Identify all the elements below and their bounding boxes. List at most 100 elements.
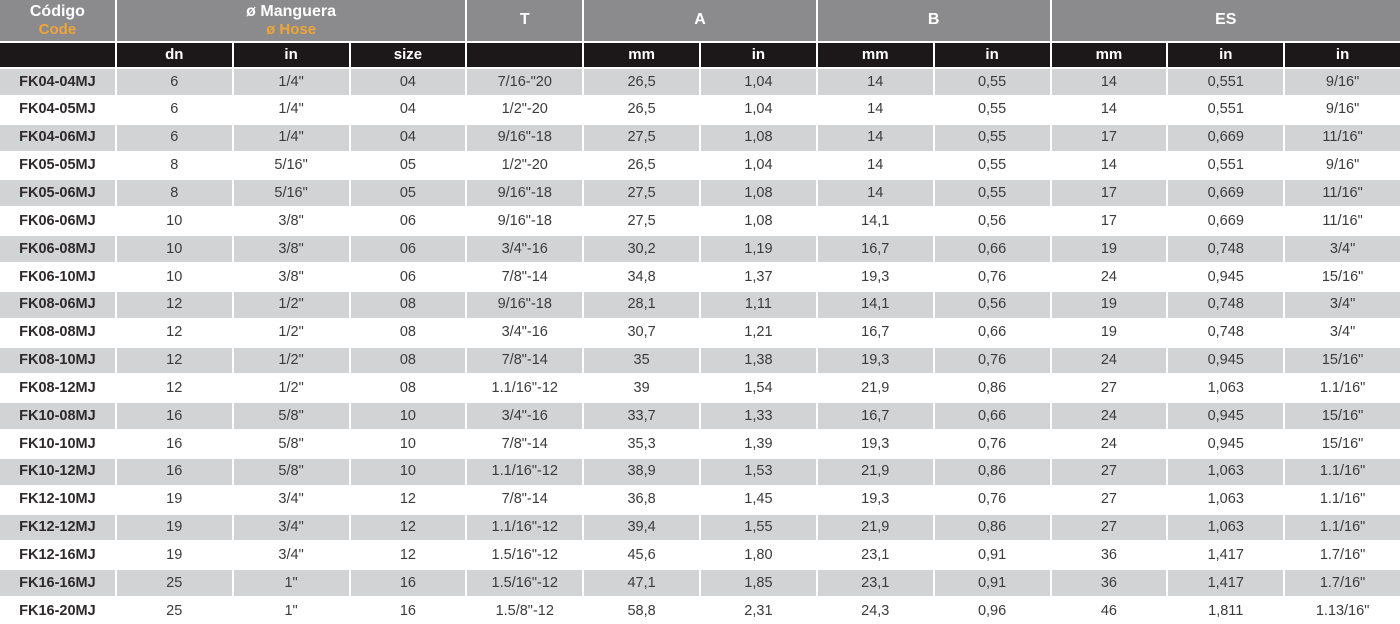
data-cell: 1.1/16"-12 (467, 458, 583, 485)
data-cell: 15/16" (1285, 431, 1400, 457)
data-cell: 1,063 (1168, 514, 1284, 541)
unit-header-mm: mm (584, 43, 699, 67)
data-cell: 0,91 (934, 542, 1050, 569)
data-cell: 1,08 (701, 180, 816, 207)
data-cell: 14 (817, 180, 933, 207)
unit-header-dn: dn (116, 43, 232, 67)
data-cell: 6 (116, 69, 232, 95)
data-cell: 1.5/8"-12 (467, 598, 583, 624)
data-cell: 5/8" (233, 403, 349, 430)
unit-header-mm: mm (817, 43, 933, 67)
data-cell: 11/16" (1285, 124, 1400, 151)
data-cell: 0,76 (934, 431, 1050, 457)
code-cell: FK12-16MJ (0, 542, 115, 569)
data-cell: 16 (350, 598, 466, 624)
data-cell: 1.1/16" (1285, 514, 1400, 541)
data-cell: 1,11 (701, 291, 816, 318)
data-cell: 1,55 (701, 514, 816, 541)
header-label: A (694, 11, 706, 29)
code-cell: FK05-06MJ (0, 180, 115, 207)
data-cell: 1,063 (1168, 458, 1284, 485)
column-group-header-t: T (467, 0, 583, 41)
data-cell: 14 (817, 124, 933, 151)
data-cell: 1" (233, 570, 349, 597)
data-cell: 11/16" (1285, 180, 1400, 207)
data-cell: 5/16" (233, 180, 349, 207)
data-cell: 10 (116, 236, 232, 262)
data-cell: 17 (1051, 180, 1167, 207)
data-cell: 5/8" (233, 458, 349, 485)
data-cell: 1.5/16"-12 (467, 542, 583, 569)
data-cell: 16 (350, 570, 466, 597)
data-cell: 14 (1051, 69, 1167, 95)
code-cell: FK12-10MJ (0, 486, 115, 513)
data-cell: 0,55 (934, 69, 1050, 95)
data-cell: 34,8 (584, 263, 699, 290)
data-cell: 2,31 (701, 598, 816, 624)
column-group-header-manguera: ø Manguera ø Hose (116, 0, 466, 41)
data-cell: 3/8" (233, 208, 349, 235)
data-cell: 1/4" (233, 69, 349, 95)
data-cell: 24,3 (817, 598, 933, 624)
code-cell: FK04-06MJ (0, 124, 115, 151)
data-cell: 12 (350, 486, 466, 513)
data-cell: 08 (350, 291, 466, 318)
unit-header-mm: mm (1051, 43, 1167, 67)
code-cell: FK06-08MJ (0, 236, 115, 262)
data-cell: 1/2"-20 (467, 96, 583, 123)
data-cell: 1.5/16"-12 (467, 570, 583, 597)
data-cell: 15/16" (1285, 347, 1400, 374)
data-cell: 1,04 (701, 96, 816, 123)
data-cell: 39 (584, 375, 699, 402)
data-cell: 19 (1051, 291, 1167, 318)
data-cell: 1.13/16" (1285, 598, 1400, 624)
data-cell: 19,3 (817, 486, 933, 513)
data-cell: 3/4" (1285, 319, 1400, 346)
data-cell: 24 (1051, 403, 1167, 430)
unit-header-in: in (233, 43, 349, 67)
data-cell: 24 (1051, 347, 1167, 374)
data-cell: 5/16" (233, 152, 349, 179)
data-cell: 30,2 (584, 236, 699, 262)
data-cell: 26,5 (584, 69, 699, 95)
data-cell: 6 (116, 124, 232, 151)
data-cell: 17 (1051, 208, 1167, 235)
data-cell: 0,748 (1168, 291, 1284, 318)
data-cell: 0,945 (1168, 347, 1284, 374)
data-cell: 1,37 (701, 263, 816, 290)
data-cell: 36 (1051, 570, 1167, 597)
data-cell: 3/4" (233, 486, 349, 513)
data-cell: 9/16"-18 (467, 208, 583, 235)
code-cell: FK08-12MJ (0, 375, 115, 402)
data-cell: 1,063 (1168, 375, 1284, 402)
data-cell: 3/4" (233, 542, 349, 569)
column-group-header-a: A (584, 0, 816, 41)
data-cell: 24 (1051, 263, 1167, 290)
header-sublabel: Code (38, 21, 77, 39)
data-cell: 05 (350, 180, 466, 207)
data-cell: 14 (1051, 152, 1167, 179)
data-cell: 38,9 (584, 458, 699, 485)
data-cell: 0,86 (934, 458, 1050, 485)
data-cell: 25 (116, 570, 232, 597)
data-cell: 1,38 (701, 347, 816, 374)
data-cell: 24 (1051, 431, 1167, 457)
code-cell: FK06-10MJ (0, 263, 115, 290)
data-cell: 12 (116, 291, 232, 318)
data-cell: 11/16" (1285, 208, 1400, 235)
data-cell: 30,7 (584, 319, 699, 346)
data-cell: 0,945 (1168, 263, 1284, 290)
data-cell: 10 (116, 208, 232, 235)
data-cell: 3/8" (233, 263, 349, 290)
data-cell: 14,1 (817, 208, 933, 235)
data-cell: 14 (1051, 96, 1167, 123)
data-cell: 1,04 (701, 152, 816, 179)
data-cell: 0,748 (1168, 236, 1284, 262)
code-cell: FK06-06MJ (0, 208, 115, 235)
data-cell: 1,811 (1168, 598, 1284, 624)
data-cell: 3/4"-16 (467, 236, 583, 262)
code-cell: FK08-10MJ (0, 347, 115, 374)
data-cell: 7/8"-14 (467, 263, 583, 290)
data-cell: 27 (1051, 514, 1167, 541)
data-cell: 1.7/16" (1285, 542, 1400, 569)
